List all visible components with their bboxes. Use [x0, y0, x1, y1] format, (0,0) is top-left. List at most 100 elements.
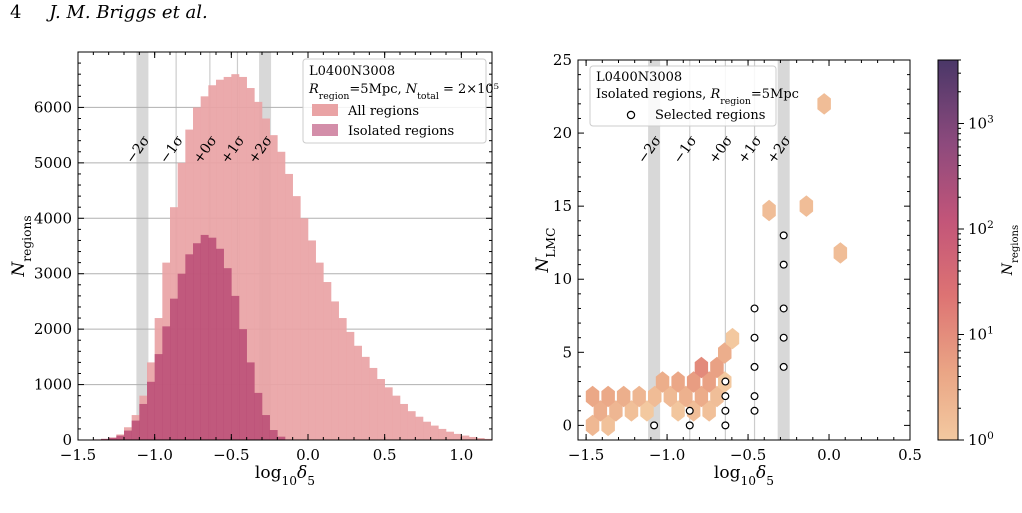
bar-all-regions	[254, 101, 263, 440]
y-tick-label: 2000	[34, 320, 72, 338]
colorbar-tick-label: 101	[968, 325, 994, 344]
y-tick-label: 1000	[34, 376, 72, 394]
bar-isolated-regions	[185, 254, 194, 440]
sigma-label: −2σ	[635, 132, 666, 166]
y-tick-label: 15	[553, 197, 572, 215]
sigma-band	[777, 60, 790, 440]
colorbar-tick-label: 103	[968, 114, 994, 133]
legend-subtitle: Rregion=5Mpc, Ntotal = 2×10⁵	[308, 82, 499, 102]
selected-region-point	[721, 421, 730, 430]
x-tick-label: 0.0	[296, 446, 320, 464]
selected-region-point	[779, 231, 788, 240]
selected-region-point	[721, 377, 730, 386]
legend-label-all: All regions	[347, 104, 419, 119]
bar-isolated-regions	[262, 415, 270, 440]
legend-swatch-all	[312, 104, 338, 116]
bar-all-regions	[315, 262, 324, 440]
hex-bin	[679, 385, 693, 408]
legend-marker-selected	[626, 110, 636, 120]
selected-region-point	[750, 333, 759, 342]
bar-isolated-regions	[170, 298, 178, 440]
bar-isolated-regions	[277, 436, 286, 440]
sigma-label: −2σ	[123, 132, 154, 166]
hex-bin-outlier	[833, 242, 848, 264]
hex-bin	[655, 371, 670, 393]
hex-bin	[609, 400, 623, 422]
bar-isolated-regions	[139, 403, 148, 440]
selected-region-point	[750, 406, 759, 415]
y-tick-label: 5	[562, 343, 572, 361]
hexbin-panel: −2σ −1σ +0σ+1σ+2σ −1.5 −1.0 −0.5 0.0 0.5 0 5 10 15 2…	[533, 51, 922, 488]
legend-title: L0400N3008	[309, 64, 395, 79]
sigma-band	[648, 60, 661, 440]
bar-all-regions	[354, 345, 362, 440]
bar-all-regions	[323, 282, 332, 440]
hex-bin	[585, 385, 600, 408]
bar-all-regions	[415, 416, 424, 440]
bar-all-regions	[484, 438, 492, 440]
legend-label-selected: Selected regions	[655, 108, 765, 123]
hex-bin	[671, 400, 685, 422]
bar-isolated-regions	[162, 326, 171, 440]
y-axis-label: NLMC	[533, 228, 558, 274]
hex-bin	[593, 400, 608, 422]
authors-line: J. M. Briggs et al.	[49, 2, 208, 23]
x-tick-label: −1.0	[136, 446, 172, 464]
colorbar-tick-label: 100	[968, 430, 994, 449]
bar-all-regions	[461, 435, 470, 440]
bar-all-regions	[469, 436, 477, 440]
hex-bin	[694, 356, 709, 379]
hex-bin	[725, 327, 740, 350]
bar-isolated-regions	[101, 438, 109, 440]
selected-region-point	[779, 362, 788, 371]
hex-bin-outlier	[799, 195, 814, 217]
legend-box	[589, 65, 777, 127]
hex-bin-outlier	[817, 93, 831, 115]
selected-region-point	[685, 406, 694, 415]
hex-bin	[616, 385, 631, 408]
colorbar: 100 101 102 103 Nregions	[937, 59, 1021, 449]
sigma-label: +0σ	[706, 132, 737, 166]
bar-isolated-regions	[208, 237, 217, 440]
hex-bin	[702, 371, 716, 393]
histogram-plot-area	[78, 52, 492, 440]
bar-isolated-regions	[269, 430, 278, 440]
selected-region-point	[750, 362, 759, 371]
hex-bin	[710, 385, 724, 408]
selected-region-point	[685, 421, 694, 430]
hex-bin-outlier	[762, 199, 776, 222]
legend-subtitle: Isolated regions, Rregion=5Mpc	[596, 87, 799, 107]
bar-isolated-regions	[239, 329, 247, 440]
bar-all-regions	[331, 301, 339, 440]
bar-all-regions	[308, 240, 316, 440]
bar-all-regions	[231, 74, 240, 440]
bar-all-regions	[407, 411, 416, 440]
bar-all-regions	[246, 88, 255, 440]
bar-isolated-regions	[124, 430, 132, 440]
bar-isolated-regions	[131, 420, 140, 440]
page-header: 4 J. M. Briggs et al.	[10, 2, 208, 23]
sigma-label: +1σ	[735, 132, 766, 166]
sigma-label: −1σ	[157, 132, 188, 166]
y-tick-label: 0	[562, 416, 572, 434]
bar-all-regions	[277, 151, 286, 440]
selected-region-point	[779, 260, 788, 269]
y-axis-label: Nregions	[9, 215, 34, 277]
bar-all-regions	[430, 425, 439, 440]
x-tick-label: −1.5	[60, 446, 96, 464]
hex-bin	[585, 414, 600, 437]
bar-all-regions	[423, 421, 431, 440]
bar-all-regions	[438, 428, 447, 440]
bar-all-regions	[338, 318, 347, 440]
bar-all-regions	[292, 196, 301, 440]
selected-region-point	[779, 304, 788, 313]
selected-region-point	[779, 333, 788, 342]
legend: L0400N3008 Rregion=5Mpc, Ntotal = 2×10⁵ Al…	[302, 58, 499, 144]
hex-bin	[601, 414, 615, 437]
sigma-label: +2σ	[764, 132, 795, 166]
bar-all-regions	[262, 118, 270, 440]
colorbar-tick-label: 102	[968, 219, 994, 238]
y-tick-label: 6000	[34, 98, 72, 116]
legend-swatch-isolated	[312, 124, 338, 136]
legend-label-isolated: Isolated regions	[348, 124, 454, 139]
